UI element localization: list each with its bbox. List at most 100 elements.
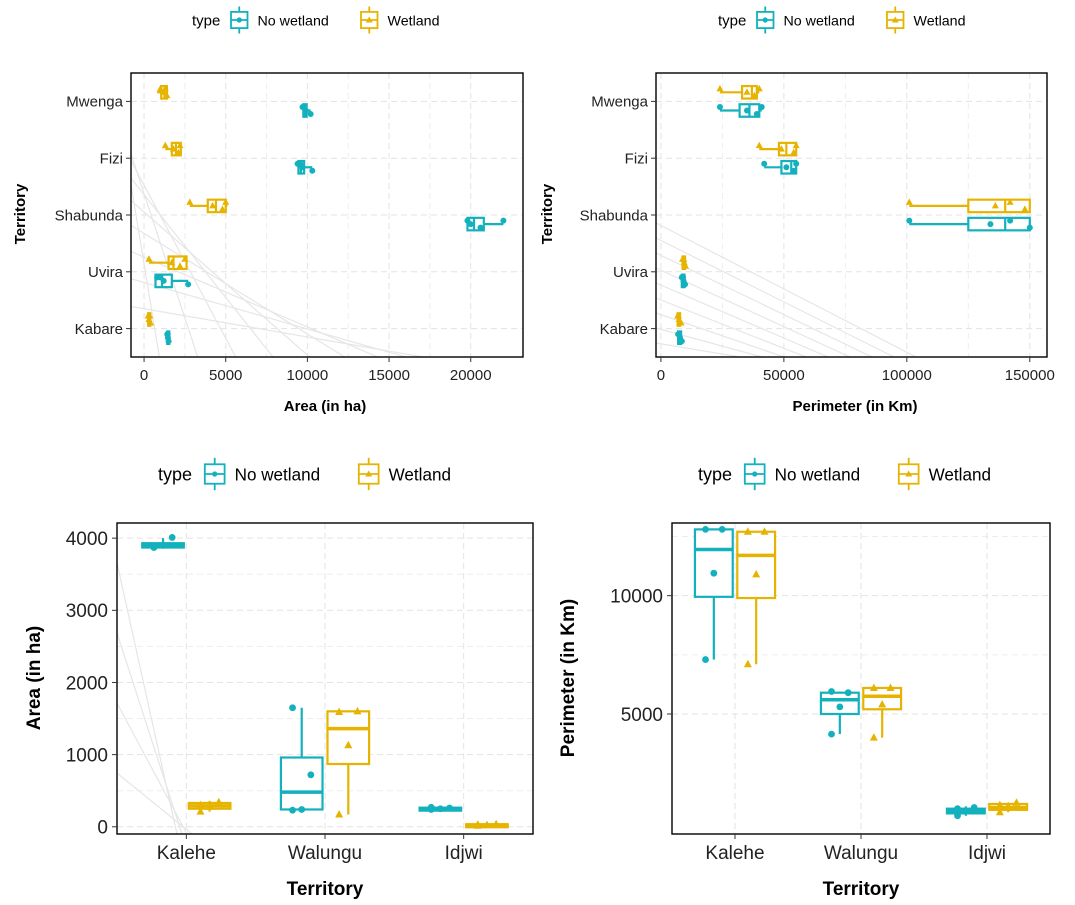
point bbox=[718, 525, 726, 533]
box-kabare-wetland bbox=[144, 312, 155, 327]
box-fizi-no-wetland bbox=[294, 159, 316, 175]
box bbox=[736, 530, 777, 600]
box-mwenga-no-wetland bbox=[299, 103, 314, 118]
y-tick-label: Uvira bbox=[88, 264, 124, 281]
box-kalehe-no-wetland bbox=[693, 525, 734, 663]
point bbox=[209, 201, 217, 209]
point bbox=[427, 803, 435, 811]
point bbox=[682, 262, 690, 269]
series-no-wetland bbox=[141, 534, 463, 814]
point bbox=[716, 84, 724, 92]
box-idjwi-no-wetland bbox=[945, 804, 986, 820]
point bbox=[335, 810, 344, 818]
chart-panel-1: type No wetland Wetland 0 5000 10000 15000 2000… bbox=[12, 6, 524, 415]
x-tick-label: Kalehe bbox=[705, 843, 764, 864]
point bbox=[482, 820, 491, 828]
legend-label: No wetland bbox=[235, 465, 321, 484]
series-wetland bbox=[674, 84, 1031, 327]
point bbox=[674, 312, 682, 319]
box-kalehe-wetland bbox=[736, 527, 777, 668]
y-tick-label: Kabare bbox=[600, 321, 648, 338]
y-tick-label: 2000 bbox=[66, 673, 108, 694]
point bbox=[828, 730, 835, 738]
box-shabunda-no-wetland bbox=[464, 216, 507, 232]
box-fizi-wetland bbox=[755, 141, 800, 157]
point bbox=[906, 217, 913, 224]
box bbox=[279, 756, 324, 811]
point bbox=[970, 804, 978, 811]
point bbox=[962, 807, 970, 815]
series-wetland bbox=[144, 84, 230, 327]
point bbox=[702, 525, 709, 533]
legend-label: Wetland bbox=[389, 465, 451, 484]
y-tick-label: 4000 bbox=[66, 529, 108, 550]
legend-key-wetland bbox=[897, 457, 920, 491]
box-idjwi-wetland bbox=[465, 819, 509, 829]
point bbox=[869, 733, 878, 741]
point bbox=[301, 103, 308, 110]
y-axis-title: Territory bbox=[12, 183, 29, 244]
point bbox=[174, 148, 182, 156]
point bbox=[752, 569, 761, 578]
legend-title: type bbox=[698, 464, 732, 484]
point bbox=[783, 164, 790, 171]
point bbox=[196, 800, 205, 809]
point bbox=[676, 331, 683, 338]
x-tick-label: Idjwi bbox=[968, 843, 1006, 864]
box bbox=[819, 691, 860, 716]
legend-label: Wetland bbox=[929, 465, 991, 484]
box-fizi-no-wetland bbox=[761, 159, 800, 175]
x-tick-label: 20000 bbox=[450, 367, 492, 384]
legend-key-no-wetland bbox=[203, 457, 226, 491]
box bbox=[967, 198, 1031, 214]
point bbox=[991, 201, 999, 209]
box-kalehe-no-wetland bbox=[141, 534, 185, 551]
point bbox=[954, 812, 961, 820]
y-axis-title: Area (in ha) bbox=[24, 626, 45, 731]
point bbox=[446, 804, 453, 812]
point bbox=[793, 160, 800, 167]
point bbox=[307, 771, 315, 779]
point bbox=[161, 141, 169, 149]
point bbox=[222, 198, 230, 205]
point bbox=[353, 706, 362, 715]
box-uvira-wetland bbox=[679, 255, 690, 271]
point bbox=[777, 145, 785, 152]
y-tick-label: Fizi bbox=[100, 150, 123, 167]
point bbox=[682, 281, 689, 288]
point bbox=[289, 704, 296, 712]
point bbox=[760, 527, 769, 535]
point bbox=[761, 160, 768, 167]
box-walungu-no-wetland bbox=[819, 688, 860, 738]
legend-key-wetland bbox=[360, 6, 379, 34]
x-tick-label: 10000 bbox=[287, 367, 329, 384]
point bbox=[160, 88, 168, 95]
x-tick-label: 50000 bbox=[763, 367, 805, 384]
point bbox=[886, 683, 895, 691]
point bbox=[168, 258, 176, 266]
point bbox=[186, 198, 194, 205]
point bbox=[710, 569, 718, 577]
point bbox=[1004, 801, 1013, 810]
point bbox=[161, 84, 169, 92]
point bbox=[954, 805, 961, 813]
legend-label: No wetland bbox=[784, 13, 855, 29]
x-tick-label: 150000 bbox=[1005, 367, 1055, 384]
y-axis-title: Territory bbox=[539, 183, 556, 244]
x-axis-title: Perimeter (in Km) bbox=[792, 398, 917, 415]
y-tick-label: Mwenga bbox=[591, 94, 648, 111]
point bbox=[743, 659, 752, 668]
point bbox=[678, 338, 685, 345]
y-tick-label: Mwenga bbox=[66, 94, 123, 111]
x-tick-label: 0 bbox=[657, 367, 665, 384]
legend-title: type bbox=[158, 464, 192, 484]
x-tick-label: 5000 bbox=[209, 367, 242, 384]
legend-key-wetland bbox=[886, 6, 905, 34]
point bbox=[836, 703, 844, 711]
point bbox=[995, 807, 1004, 816]
x-tick-label: 15000 bbox=[368, 367, 410, 384]
point bbox=[743, 527, 752, 535]
point bbox=[335, 707, 344, 716]
grid bbox=[672, 523, 1050, 834]
